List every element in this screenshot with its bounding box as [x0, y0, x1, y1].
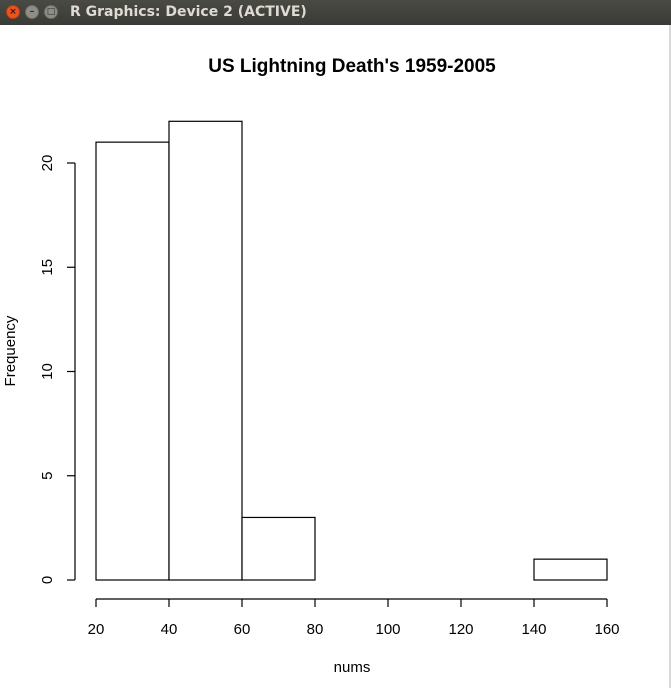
maximize-icon[interactable]: □: [44, 5, 58, 19]
window-right-edge: [669, 25, 671, 688]
chart-title: US Lightning Death's 1959-2005: [208, 56, 496, 77]
x-axis: 20 40 60 80 100 120 140 160: [88, 598, 620, 638]
x-tick-label: 120: [448, 621, 473, 638]
close-icon[interactable]: ×: [6, 5, 20, 19]
window-titlebar[interactable]: × – □ R Graphics: Device 2 (ACTIVE): [0, 0, 671, 25]
x-tick-label: 100: [375, 621, 400, 638]
histogram-bars: [95, 120, 608, 581]
x-tick-label: 160: [594, 621, 619, 638]
y-axis: 0 5 10 15 20: [39, 155, 76, 584]
plot-area: US Lightning Death's 1959-2005 20 40 60 80 1…: [0, 25, 671, 688]
histogram-bar: [168, 120, 243, 581]
window-title: R Graphics: Device 2 (ACTIVE): [70, 4, 307, 20]
y-tick-label: 5: [39, 472, 56, 480]
x-axis-label: nums: [334, 659, 371, 676]
y-tick-label: 0: [39, 576, 56, 584]
histogram-bar: [241, 516, 316, 581]
x-tick-label: 40: [161, 621, 178, 638]
x-tick-label: 140: [521, 621, 546, 638]
y-tick-label: 10: [39, 363, 56, 380]
x-tick-label: 80: [307, 621, 324, 638]
x-tick-label: 20: [88, 621, 105, 638]
x-tick-label: 60: [234, 621, 251, 638]
y-tick-label: 20: [39, 155, 56, 172]
y-tick-label: 15: [39, 259, 56, 276]
minimize-icon[interactable]: –: [25, 5, 39, 19]
histogram-bar: [533, 558, 608, 581]
histogram-chart: US Lightning Death's 1959-2005 20 40 60 80 1…: [2, 56, 620, 676]
y-axis-label: Frequency: [2, 315, 19, 386]
histogram-bar: [95, 141, 170, 581]
